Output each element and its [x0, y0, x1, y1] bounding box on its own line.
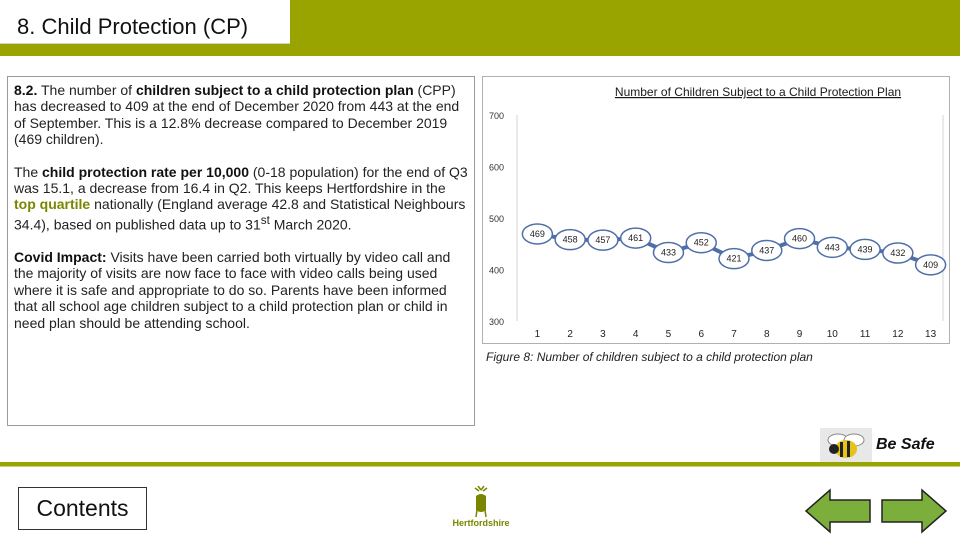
data-label: 433	[661, 248, 676, 258]
text-span: The	[14, 163, 43, 180]
x-tick-label: 5	[666, 329, 672, 340]
data-label: 458	[563, 235, 578, 245]
data-label: 439	[858, 244, 873, 254]
text-superscript: st	[260, 213, 270, 227]
data-label: 469	[530, 229, 545, 239]
text-span: Visits have been carried both virtually …	[14, 248, 451, 331]
x-tick-label: 8	[764, 329, 770, 340]
x-tick-label: 3	[600, 329, 606, 340]
data-point	[914, 254, 947, 276]
data-label: 460	[792, 234, 807, 244]
text-bold: child protection rate per 10,000	[42, 163, 249, 180]
text-bold: Covid Impact:	[14, 248, 107, 265]
data-label: 452	[694, 238, 709, 248]
contents-button[interactable]: Contents	[18, 487, 147, 530]
y-tick-label: 600	[489, 163, 504, 173]
data-point	[652, 241, 685, 264]
data-point	[882, 242, 914, 264]
data-point	[685, 231, 717, 254]
text-span: March 2020.	[269, 216, 352, 233]
data-point	[849, 238, 881, 261]
data-label: 443	[825, 242, 840, 252]
y-tick-label: 700	[489, 111, 504, 121]
x-tick-label: 11	[860, 329, 871, 340]
footer-divider-line	[0, 466, 960, 467]
text-span: nationally (England average 42.8 and Sta…	[14, 196, 466, 233]
chart-title: Number of Children Subject to a Child Pr…	[615, 85, 901, 99]
previous-arrow-icon[interactable]	[804, 488, 872, 534]
data-point	[587, 229, 619, 251]
text-span: (CPP) has decreased to 409 at the end of…	[14, 82, 460, 148]
paragraph-cpp: 8.2. The number of children subject to a…	[14, 82, 468, 148]
data-label: 421	[726, 254, 741, 264]
cp-line-chart: Number of Children Subject to a Child Pr…	[489, 85, 947, 340]
figure-caption: Figure 8: Number of children subject to …	[486, 350, 813, 364]
be-safe-label: Be Safe	[876, 436, 935, 453]
hertfordshire-logo: Hertfordshire	[452, 485, 510, 528]
header-bar: 8. Child Protection (CP)	[0, 0, 960, 56]
page-title: 8. Child Protection (CP)	[0, 0, 290, 44]
x-tick-label: 10	[827, 329, 839, 340]
footer-divider	[0, 462, 960, 466]
x-tick-label: 2	[567, 329, 573, 340]
paragraph-rate: The child protection rate per 10,000 (0-…	[14, 164, 468, 233]
text-span: (0-18 population) for the end of Q3 was …	[14, 163, 468, 197]
text-highlight: top quartile	[14, 196, 91, 213]
bee-icon	[820, 428, 872, 462]
text-bold: children subject to a child protection p…	[135, 82, 414, 98]
y-tick-label: 400	[489, 266, 504, 276]
data-point	[751, 239, 783, 262]
next-arrow-icon[interactable]	[880, 488, 948, 534]
be-safe-badge: Be Safe	[820, 428, 935, 462]
text-span: The number of	[37, 82, 136, 98]
data-point	[718, 247, 750, 270]
y-tick-label: 500	[489, 214, 504, 224]
data-label: 457	[595, 235, 610, 245]
x-tick-label: 1	[535, 329, 541, 340]
data-label: 461	[628, 233, 643, 243]
x-tick-label: 7	[731, 329, 737, 340]
narrative-textbox: 8.2. The number of children subject to a…	[7, 76, 475, 426]
data-label: 409	[923, 260, 938, 270]
x-tick-label: 4	[633, 329, 639, 340]
x-tick-label: 12	[892, 329, 904, 340]
x-tick-label: 6	[698, 329, 704, 340]
section-number: 8.2.	[14, 82, 38, 98]
logo-text: Hertfordshire	[452, 518, 509, 528]
data-point	[816, 236, 849, 259]
data-point	[619, 227, 652, 249]
data-point	[521, 223, 554, 245]
chart-container: Number of Children Subject to a Child Pr…	[482, 76, 950, 344]
data-point	[554, 228, 586, 251]
x-tick-label: 9	[797, 329, 803, 340]
y-tick-label: 300	[489, 317, 504, 327]
data-point	[783, 227, 816, 250]
data-label: 432	[890, 248, 905, 258]
data-label: 437	[759, 245, 774, 255]
x-tick-label: 13	[925, 329, 937, 340]
paragraph-covid: Covid Impact: Visits have been carried b…	[14, 249, 468, 331]
